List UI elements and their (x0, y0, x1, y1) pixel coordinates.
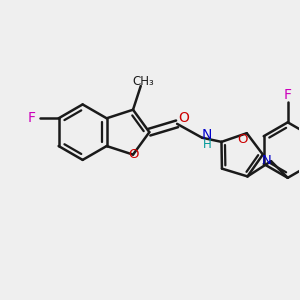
Text: N: N (202, 128, 212, 142)
Text: F: F (28, 111, 36, 125)
Text: N: N (262, 154, 272, 167)
Text: O: O (128, 148, 138, 161)
Text: F: F (284, 88, 292, 102)
Text: CH₃: CH₃ (133, 74, 154, 88)
Text: O: O (238, 133, 248, 146)
Text: O: O (178, 111, 190, 125)
Text: H: H (202, 138, 211, 151)
